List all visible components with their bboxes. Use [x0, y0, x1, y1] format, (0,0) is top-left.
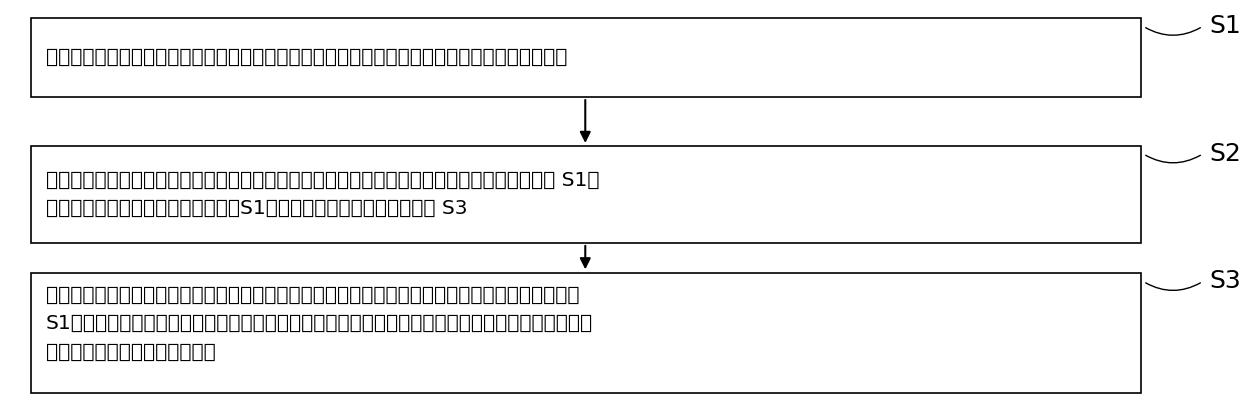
Text: 直流输电系统的直流站控系统由主用直流站系统切换至备用直流站系统，切换成功后的时间达到步骤
S1设定的闭锁延时值时，直流输电系统的直流双极闭锁，直流输电系统停运，: 直流输电系统的直流站控系统由主用直流站系统切换至备用直流站系统，切换成功后的时间…: [46, 286, 593, 362]
Text: S2: S2: [1209, 142, 1240, 166]
Text: 检测交流联络线路是否断开，若交流联络线路断开且直流输电系统的双极直流总功率值低于步骤 S1设
定的直流功率门槛值且时间达到步骤S1设定的切换延时值，则进入步骤 : 检测交流联络线路是否断开，若交流联络线路断开且直流输电系统的双极直流总功率值低于…: [46, 171, 599, 218]
Text: 设定直流输电系统的直流功率门槛值、直流输电系统的直流站控系统的切换延时值以及闭锁延时值: 设定直流输电系统的直流功率门槛值、直流输电系统的直流站控系统的切换延时值以及闭锁…: [46, 48, 567, 67]
Bar: [31, 18, 1141, 97]
Bar: [31, 273, 1141, 393]
Text: S3: S3: [1209, 269, 1240, 294]
Text: S1: S1: [1209, 14, 1240, 38]
Bar: [31, 146, 1141, 243]
